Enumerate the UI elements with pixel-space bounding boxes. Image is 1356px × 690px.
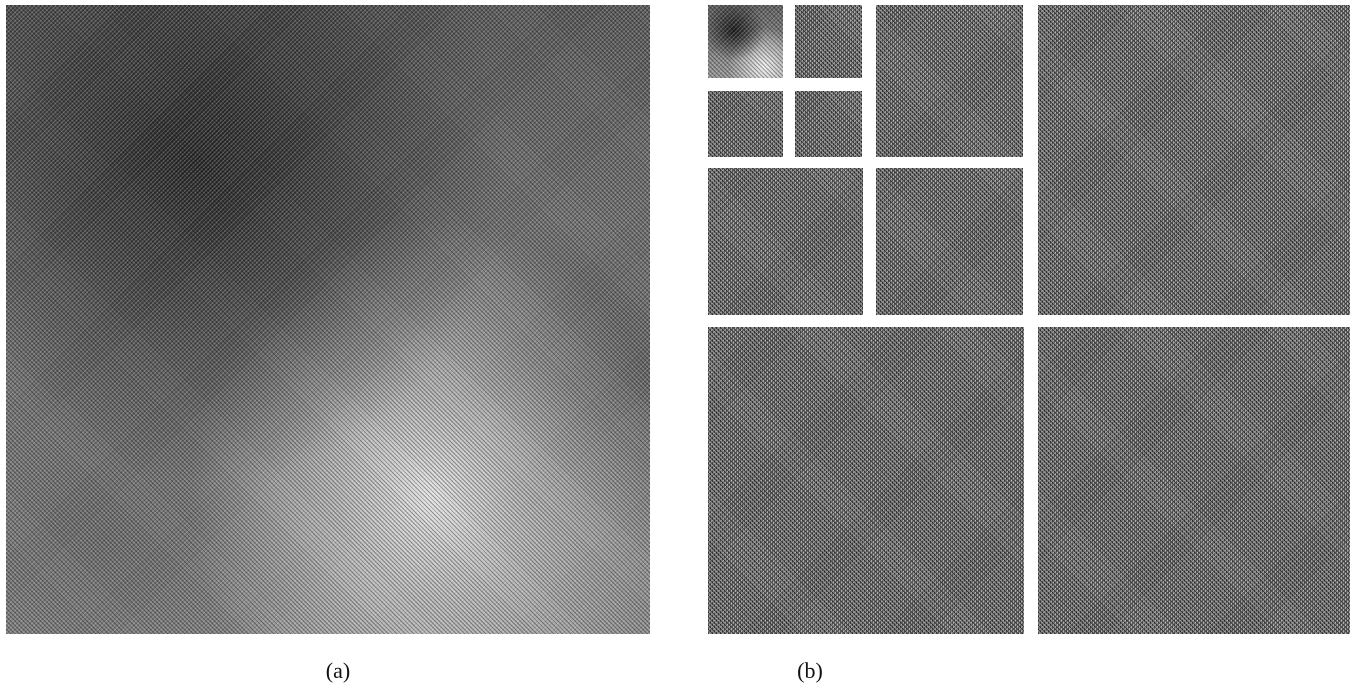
subband-approximation bbox=[708, 5, 783, 78]
caption-b: (b) bbox=[797, 658, 823, 683]
subband-level1-horizontal bbox=[1038, 5, 1350, 315]
subband-level2-horizontal bbox=[876, 5, 1023, 157]
subband-level3-horizontal bbox=[795, 5, 862, 78]
subband-level1-diagonal bbox=[1038, 327, 1350, 634]
subband-level3-vertical bbox=[708, 91, 783, 157]
subband-level2-vertical bbox=[708, 168, 863, 315]
caption-a: (a) bbox=[325, 658, 351, 683]
original-texture-image bbox=[6, 5, 650, 634]
subband-level3-diagonal bbox=[795, 91, 862, 157]
subband-level1-vertical bbox=[708, 327, 1024, 634]
subband-level2-diagonal bbox=[876, 168, 1023, 315]
